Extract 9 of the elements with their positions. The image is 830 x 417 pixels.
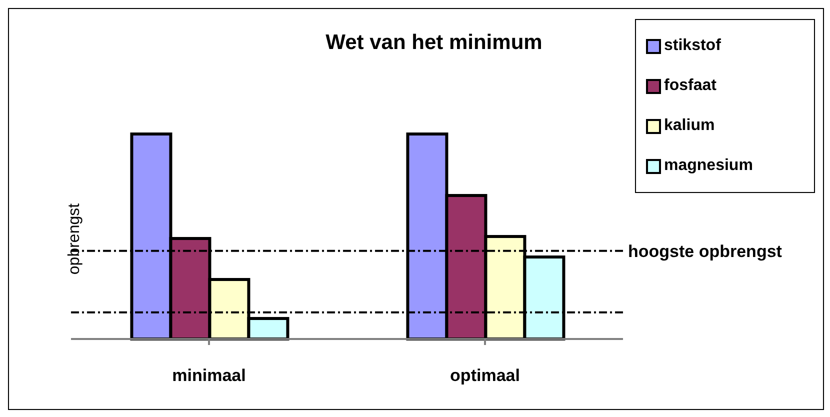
legend-label: fosfaat: [664, 77, 716, 95]
ref-line-label: hoogste opbrengst: [628, 242, 782, 261]
x-tick-label: optimaal: [450, 366, 520, 386]
legend-label: stikstof: [664, 37, 721, 55]
x-tick-label: minimaal: [172, 366, 246, 386]
legend-label: magnesium: [664, 157, 753, 175]
legend-label: kalium: [664, 117, 715, 135]
y-axis-title: opbrengst: [66, 202, 83, 275]
chart-title: Wet van het minimum: [324, 31, 544, 55]
